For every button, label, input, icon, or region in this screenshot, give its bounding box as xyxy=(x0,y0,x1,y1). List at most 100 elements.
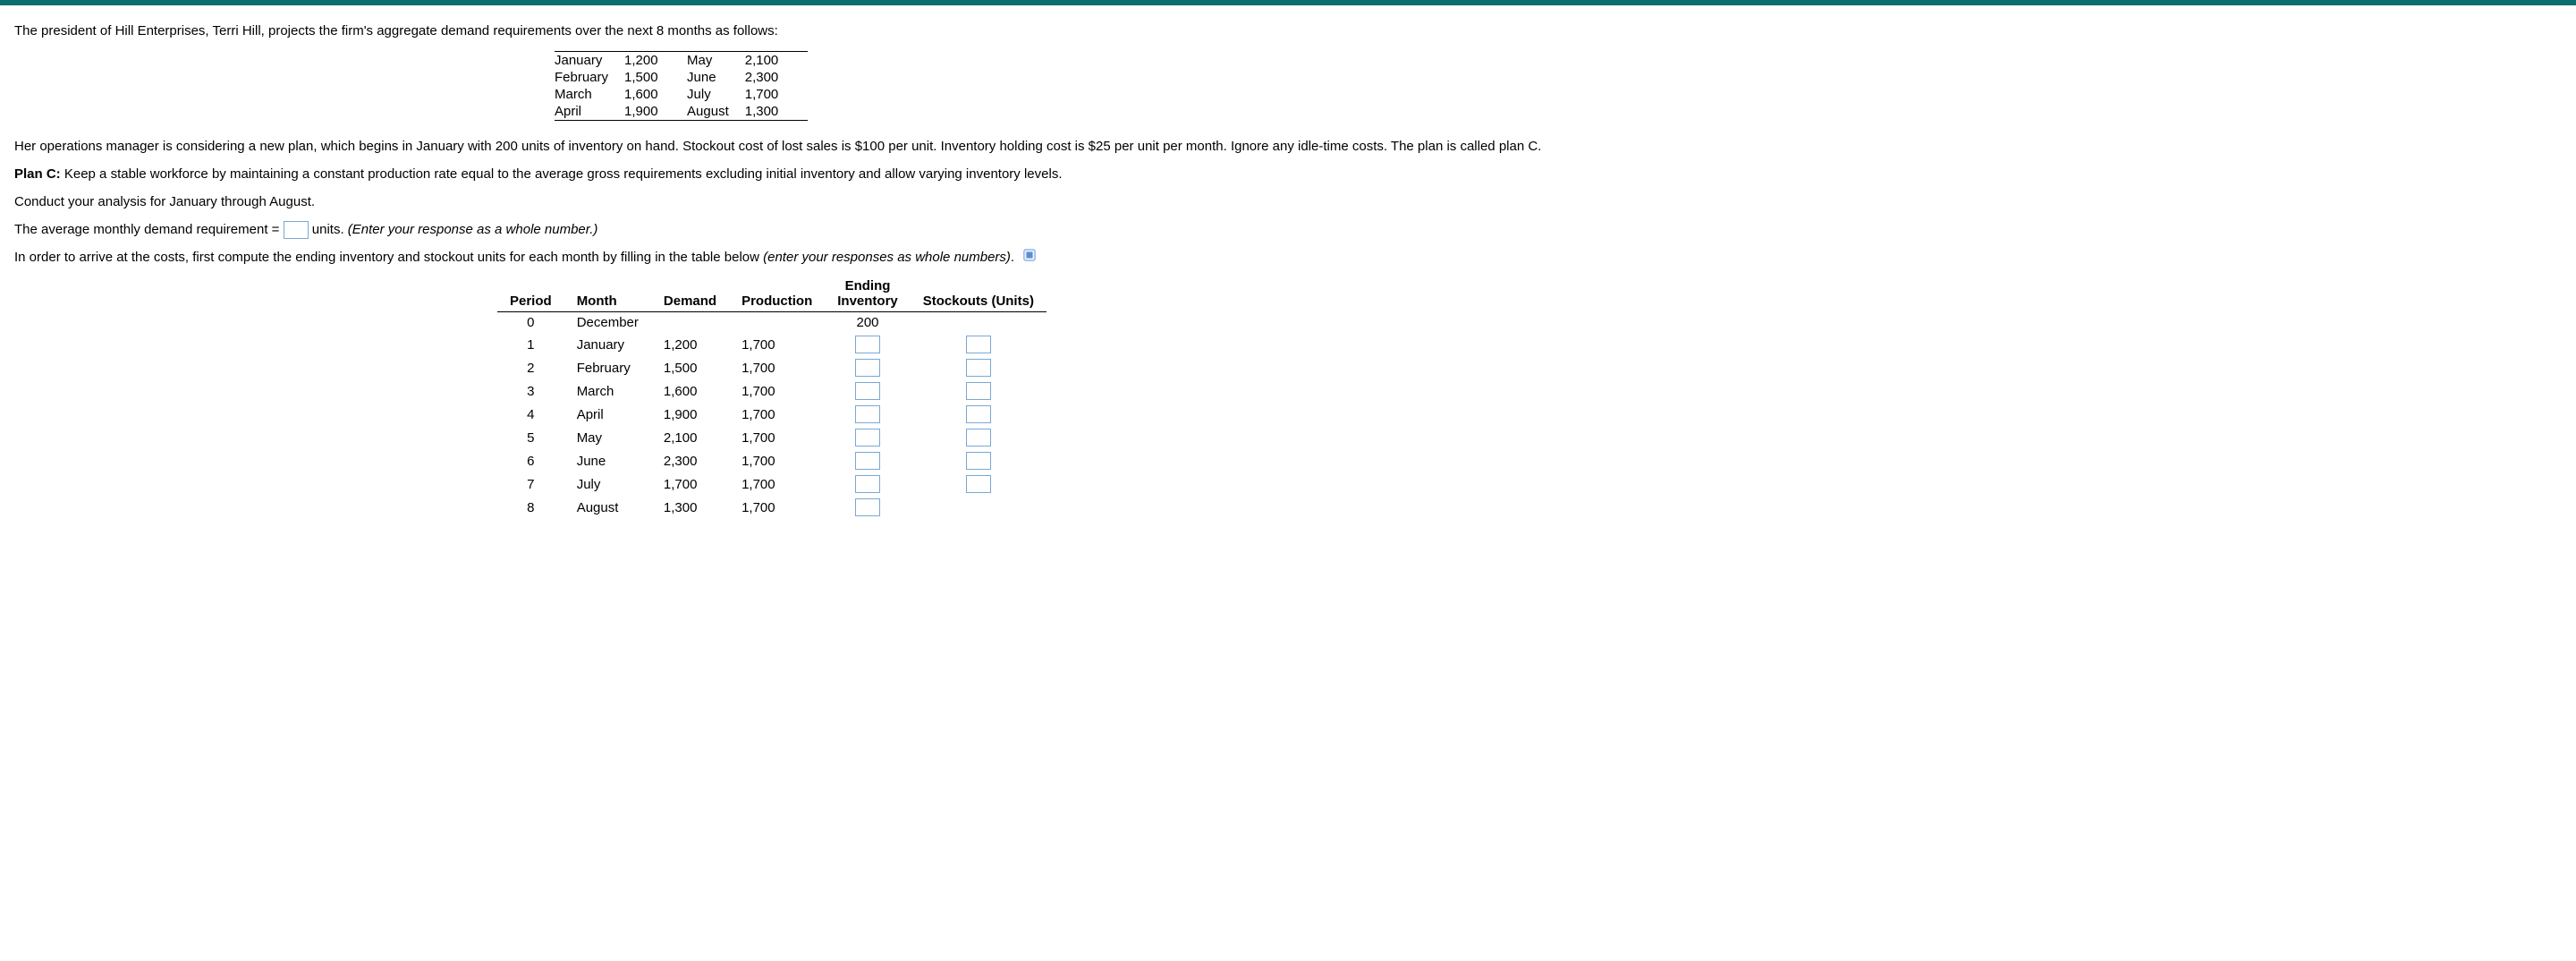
stockouts-input[interactable] xyxy=(966,475,991,493)
month-cell: July xyxy=(564,472,651,496)
ending-inventory-cell xyxy=(825,379,911,403)
period-cell: 3 xyxy=(497,379,564,403)
plan-c-text: Keep a stable workforce by maintaining a… xyxy=(61,166,1063,182)
stockouts-cell xyxy=(911,356,1046,379)
demand-cell: 1,500 xyxy=(651,356,729,379)
production-cell: 1,700 xyxy=(729,496,825,519)
demand-value-cell: 2,100 xyxy=(745,52,808,70)
demand-cell: 1,700 xyxy=(651,472,729,496)
demand-month-cell: August xyxy=(687,103,745,121)
table-row: 8August1,3001,700 xyxy=(497,496,1046,519)
table-row: 2February1,5001,700 xyxy=(497,356,1046,379)
plan-c-label: Plan C: xyxy=(14,166,61,182)
month-cell: August xyxy=(564,496,651,519)
period-cell: 0 xyxy=(497,312,564,334)
conduct-instruction: Conduct your analysis for January throug… xyxy=(14,192,2562,211)
stockouts-cell xyxy=(911,333,1046,356)
col-production: Production xyxy=(729,276,825,312)
demand-cell: 2,100 xyxy=(651,426,729,449)
worksheet-wrapper: Period Month Demand Production Ending In… xyxy=(14,276,2562,519)
period-cell: 4 xyxy=(497,403,564,426)
demand-month-cell: June xyxy=(687,69,745,86)
month-cell: March xyxy=(564,379,651,403)
stockouts-input[interactable] xyxy=(966,429,991,446)
stockouts-cell xyxy=(911,426,1046,449)
stockouts-input[interactable] xyxy=(966,336,991,353)
stockouts-cell xyxy=(911,449,1046,472)
stockouts-input[interactable] xyxy=(966,405,991,423)
ending-inventory-cell: 200 xyxy=(825,312,911,334)
month-cell: February xyxy=(564,356,651,379)
table-row: 4April1,9001,700 xyxy=(497,403,1046,426)
month-cell: June xyxy=(564,449,651,472)
table-row: 6June2,3001,700 xyxy=(497,449,1046,472)
ending-inventory-input[interactable] xyxy=(855,429,880,446)
period-cell: 5 xyxy=(497,426,564,449)
demand-month-cell: March xyxy=(555,86,624,103)
demand-value-cell: 1,500 xyxy=(624,69,687,86)
stockouts-cell xyxy=(911,496,1046,519)
col-demand: Demand xyxy=(651,276,729,312)
table-intro-dot: . xyxy=(1011,250,1014,265)
period-cell: 7 xyxy=(497,472,564,496)
month-cell: May xyxy=(564,426,651,449)
demand-cell: 1,300 xyxy=(651,496,729,519)
demand-cell: 1,200 xyxy=(651,333,729,356)
problem-content: The president of Hill Enterprises, Terri… xyxy=(0,5,2576,537)
stockouts-cell xyxy=(911,472,1046,496)
ending-inventory-cell xyxy=(825,449,911,472)
stockouts-input[interactable] xyxy=(966,382,991,400)
demand-value-cell: 2,300 xyxy=(745,69,808,86)
stockouts-cell xyxy=(911,403,1046,426)
demand-month-cell: February xyxy=(555,69,624,86)
production-cell: 1,700 xyxy=(729,449,825,472)
production-cell: 1,700 xyxy=(729,333,825,356)
production-cell: 1,700 xyxy=(729,379,825,403)
ending-inventory-input[interactable] xyxy=(855,405,880,423)
ending-inventory-cell xyxy=(825,426,911,449)
stockouts-cell xyxy=(911,379,1046,403)
production-cell xyxy=(729,312,825,334)
stockouts-input[interactable] xyxy=(966,359,991,377)
plan-c-description: Plan C: Keep a stable workforce by maint… xyxy=(14,165,2562,183)
col-period: Period xyxy=(497,276,564,312)
period-cell: 6 xyxy=(497,449,564,472)
demand-value-cell: 1,600 xyxy=(624,86,687,103)
ending-inventory-input[interactable] xyxy=(855,382,880,400)
period-cell: 2 xyxy=(497,356,564,379)
production-cell: 1,700 xyxy=(729,426,825,449)
ending-inventory-cell xyxy=(825,333,911,356)
period-cell: 1 xyxy=(497,333,564,356)
period-cell: 8 xyxy=(497,496,564,519)
avg-demand-input[interactable] xyxy=(284,221,309,239)
avg-pre-text: The average monthly demand requirement = xyxy=(14,222,284,237)
demand-cell: 1,900 xyxy=(651,403,729,426)
demand-cell: 2,300 xyxy=(651,449,729,472)
table-row: 7July1,7001,700 xyxy=(497,472,1046,496)
ending-inventory-cell xyxy=(825,496,911,519)
month-cell: December xyxy=(564,312,651,334)
demand-cell: 1,600 xyxy=(651,379,729,403)
production-cell: 1,700 xyxy=(729,356,825,379)
ending-inventory-input[interactable] xyxy=(855,452,880,470)
col-ending-inventory: Ending Inventory xyxy=(825,276,911,312)
avg-units-text: units. xyxy=(312,222,348,237)
ending-inventory-input[interactable] xyxy=(855,336,880,353)
ending-inv-l1: Ending xyxy=(845,278,891,293)
ending-inventory-input[interactable] xyxy=(855,359,880,377)
avg-demand-line: The average monthly demand requirement =… xyxy=(14,220,2562,239)
intro-paragraph: The president of Hill Enterprises, Terri… xyxy=(14,21,2562,40)
avg-hint-text: (Enter your response as a whole number.) xyxy=(348,222,598,237)
table-row: 3March1,6001,700 xyxy=(497,379,1046,403)
demand-value-cell: 1,700 xyxy=(745,86,808,103)
ending-inventory-cell xyxy=(825,472,911,496)
table-intro-line: In order to arrive at the costs, first c… xyxy=(14,248,2562,267)
ending-inventory-input[interactable] xyxy=(855,475,880,493)
ending-inventory-input[interactable] xyxy=(855,498,880,516)
stockouts-input[interactable] xyxy=(966,452,991,470)
col-stockouts: Stockouts (Units) xyxy=(911,276,1046,312)
worksheet-table: Period Month Demand Production Ending In… xyxy=(497,276,1046,519)
production-cell: 1,700 xyxy=(729,403,825,426)
demand-schedule: January 1,200 May 2,100 February 1,500 J… xyxy=(14,51,2562,121)
pin-icon[interactable] xyxy=(1023,248,1036,260)
